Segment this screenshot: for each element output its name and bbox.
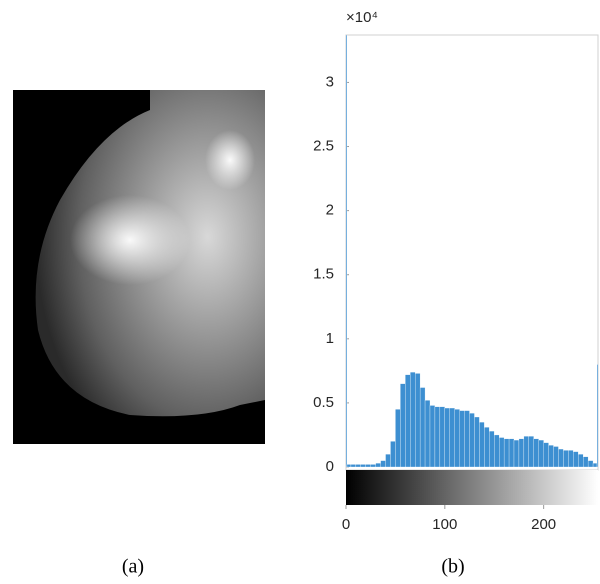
- bar: [415, 373, 421, 468]
- bar: [528, 436, 534, 468]
- bar: [346, 464, 352, 468]
- bar: [405, 374, 411, 468]
- bar: [464, 410, 470, 468]
- mammogram-image: [13, 90, 265, 444]
- bar: [439, 406, 445, 468]
- x-tick-label: 200: [531, 516, 556, 533]
- bar: [360, 464, 366, 468]
- bar: [568, 450, 574, 468]
- bar: [370, 464, 376, 468]
- bar: [543, 442, 549, 468]
- bar: [533, 438, 539, 468]
- y-multiplier: ×10⁴: [346, 9, 378, 26]
- bar: [474, 416, 480, 468]
- bar: [449, 407, 455, 468]
- bar: [419, 387, 426, 468]
- bar: [538, 439, 544, 468]
- y-tick-label: 1: [326, 330, 334, 347]
- bar: [380, 460, 386, 468]
- bar: [596, 364, 598, 468]
- bar: [573, 451, 579, 468]
- bar: [558, 448, 564, 468]
- x-tick-label: 0: [342, 516, 350, 533]
- bar: [503, 438, 510, 468]
- y-tick-label: 2.5: [313, 137, 334, 154]
- bar: [410, 371, 416, 468]
- bar: [553, 446, 559, 468]
- bar: [350, 464, 357, 468]
- bar: [355, 464, 361, 468]
- y-tick-label: 0: [326, 458, 334, 475]
- bar: [592, 463, 598, 468]
- bar: [454, 409, 460, 468]
- bar: [587, 460, 594, 468]
- bar: [563, 450, 569, 468]
- y-tick-label: 1.5: [313, 266, 334, 283]
- bar: [494, 434, 500, 468]
- y-tick-label: 0.5: [313, 394, 334, 411]
- bar: [508, 438, 515, 468]
- bar: [395, 409, 401, 468]
- bar: [385, 454, 391, 468]
- bar: [365, 464, 371, 468]
- bar: [489, 430, 495, 468]
- bar: [469, 413, 475, 468]
- bar: [479, 421, 485, 468]
- plot-frame: [345, 34, 599, 471]
- bar: [484, 427, 490, 468]
- bar: [390, 441, 396, 468]
- bar: [424, 400, 431, 468]
- bar: [499, 437, 505, 468]
- bar: [400, 383, 406, 468]
- bar: [429, 405, 436, 468]
- colorbar: [346, 470, 598, 505]
- bar: [548, 445, 554, 468]
- bar: [444, 407, 450, 468]
- bar: [459, 410, 465, 468]
- bar: [578, 454, 584, 468]
- x-tick-label: 100: [432, 516, 457, 533]
- bar: [583, 456, 589, 468]
- bar: [518, 438, 525, 468]
- bar: [434, 406, 441, 468]
- bars: [346, 35, 598, 468]
- bar: [375, 463, 381, 468]
- bar: [513, 439, 520, 468]
- caption: (a): [122, 556, 144, 578]
- caption: (b): [441, 556, 464, 578]
- bar: [346, 35, 348, 468]
- y-tick-label: 3: [326, 73, 334, 90]
- y-tick-label: 2: [326, 202, 334, 219]
- bar: [523, 436, 529, 468]
